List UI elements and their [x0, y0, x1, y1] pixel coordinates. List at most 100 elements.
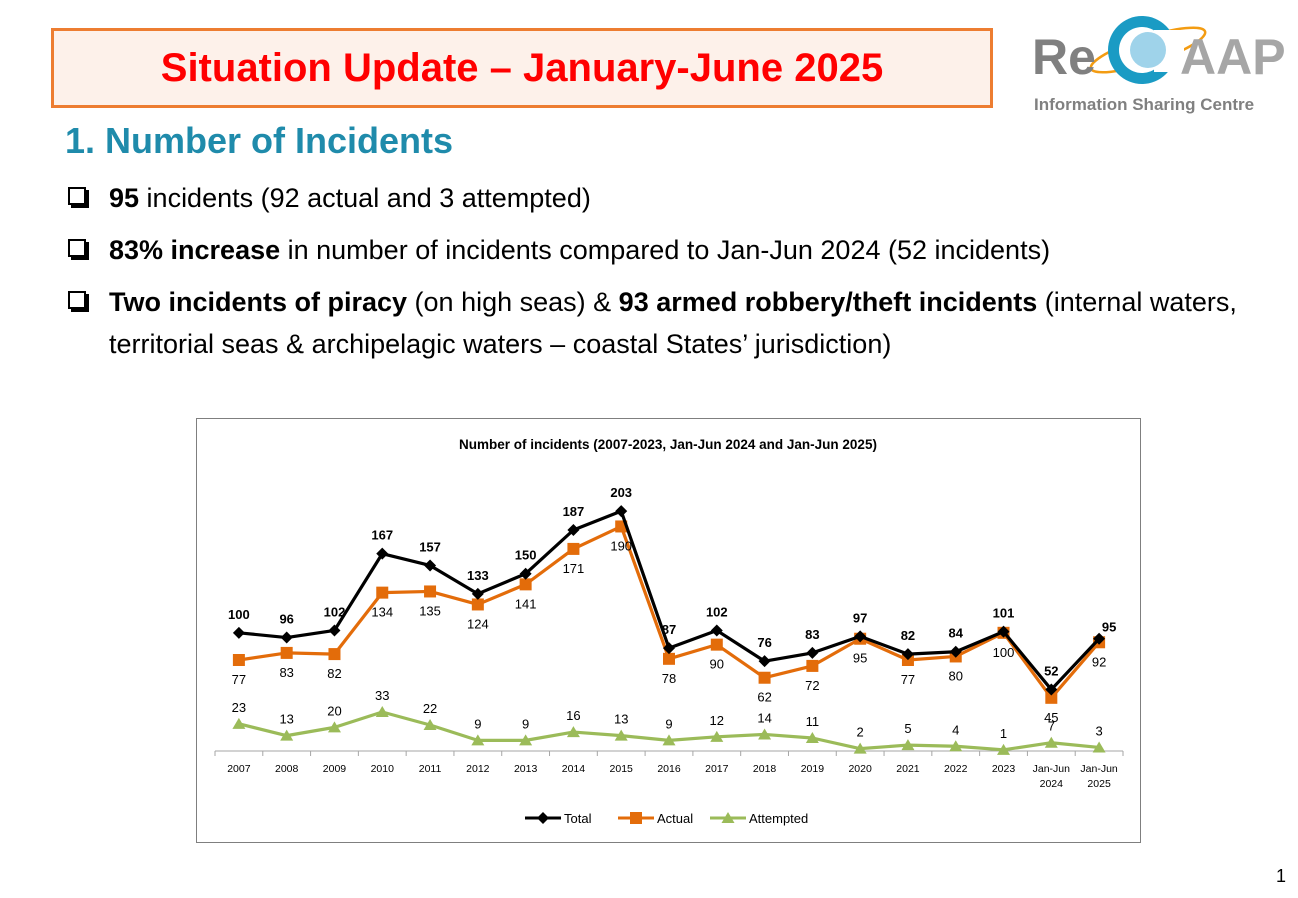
attempted-point [949, 740, 963, 752]
bullet-emphasis: 93 armed robbery/theft incidents [618, 286, 1038, 317]
total-point [519, 567, 532, 580]
total-data-label: 167 [371, 528, 393, 543]
actual-data-label: 82 [327, 666, 341, 681]
attempted-data-label: 5 [904, 721, 911, 736]
actual-data-label: 92 [1092, 654, 1106, 669]
x-tick-label: 2020 [848, 763, 872, 775]
attempted-data-label: 9 [474, 716, 481, 731]
total-point [758, 655, 771, 668]
attempted-data-label: 7 [1048, 719, 1055, 734]
total-point [376, 547, 389, 560]
actual-data-label: 171 [563, 561, 585, 576]
bullet-text: (internal waters, territorial seas & arc… [109, 286, 1237, 359]
attempted-data-label: 11 [806, 714, 820, 729]
actual-point [232, 654, 245, 666]
logo-tagline: Information Sharing Centre [1034, 95, 1254, 114]
attempted-data-label: 9 [665, 716, 672, 731]
attempted-point [471, 734, 485, 746]
section-heading: 1. Number of Incidents [65, 120, 454, 161]
total-data-label: 102 [706, 604, 728, 619]
bullet-emphasis: 83% increase [109, 234, 281, 265]
attempted-data-label: 2 [857, 725, 864, 740]
bullet-item: Two incidents of piracy (on high seas) &… [66, 282, 1266, 366]
attempted-data-label: 14 [757, 710, 771, 725]
attempted-data-label: 23 [232, 700, 246, 715]
attempted-point [614, 729, 628, 741]
total-point [471, 587, 484, 600]
actual-point [328, 648, 341, 661]
attempted-data-label: 33 [375, 688, 389, 703]
attempted-point [805, 732, 819, 743]
bullet-emphasis: Two incidents of piracy [109, 286, 408, 317]
attempted-point [901, 739, 915, 751]
total-data-label: 97 [853, 610, 867, 625]
total-point [424, 559, 437, 572]
x-tick-label: 2023 [992, 763, 1016, 775]
x-tick-label: 2008 [275, 763, 299, 775]
total-point [232, 626, 245, 639]
x-tick-label: 2010 [371, 763, 395, 775]
attempted-data-label: 3 [1095, 723, 1102, 738]
actual-point [1045, 691, 1058, 704]
total-point [567, 524, 580, 536]
attempted-point [375, 706, 389, 717]
bullet-item: 83% increase in number of incidents comp… [66, 230, 1266, 272]
attempted-data-label: 16 [566, 708, 580, 723]
actual-point [280, 646, 293, 659]
actual-data-label: 45 [1044, 710, 1058, 725]
title-box: Situation Update – January-June 2025 [51, 28, 993, 108]
attempted-data-label: 13 [614, 712, 628, 727]
actual-data-label: 134 [371, 605, 393, 620]
actual-data-label: 100 [993, 645, 1015, 660]
actual-data-label: 83 [279, 665, 293, 680]
chart-frame: Number of incidents (2007-2023, Jan-Jun … [196, 418, 1141, 843]
x-tick-label: 2019 [801, 763, 825, 775]
x-tick-label: 2009 [323, 763, 347, 775]
actual-data-label: 77 [901, 672, 915, 687]
actual-point [663, 652, 675, 665]
actual-data-label: 62 [757, 690, 771, 705]
attempted-data-label: 12 [710, 713, 724, 728]
attempted-point [423, 719, 437, 730]
total-point [1093, 632, 1106, 645]
total-data-label: 95 [1102, 620, 1116, 635]
actual-data-label: 80 [949, 668, 963, 683]
attempted-data-label: 9 [522, 716, 529, 731]
attempted-point [519, 734, 533, 746]
attempted-point [280, 729, 294, 741]
total-point [901, 648, 914, 661]
total-data-label: 52 [1044, 664, 1058, 679]
x-tick-label: 2014 [562, 763, 586, 775]
legend-attempted-label: Attempted [749, 811, 808, 826]
bullet-text: in number of incidents compared to Jan-J… [280, 234, 1051, 265]
actual-point [710, 638, 723, 651]
attempted-point [710, 730, 724, 742]
total-data-label: 133 [467, 568, 489, 583]
total-data-label: 82 [901, 628, 915, 643]
actual-data-label: 95 [853, 651, 867, 666]
bullet-text: (on high seas) & [407, 286, 619, 317]
bullet-emphasis: 95 [109, 183, 140, 213]
actual-data-label: 190 [610, 538, 632, 553]
legend-actual-point [630, 812, 642, 824]
total-point [663, 642, 675, 655]
bullet-item: 95 incidents (92 actual and 3 attempted) [66, 178, 1266, 220]
total-data-label: 84 [949, 626, 964, 641]
actual-data-label: 77 [232, 672, 246, 687]
total-data-label: 100 [228, 607, 250, 622]
actual-data-label: 141 [515, 596, 537, 611]
attempted-point [997, 743, 1011, 755]
recaap-logo: Re AAP Information Sharing Centre [1032, 16, 1285, 114]
total-point [328, 624, 341, 637]
total-data-label: 83 [805, 627, 819, 642]
x-tick-label: 2022 [944, 763, 968, 775]
attempted-data-label: 22 [423, 701, 437, 716]
total-data-label: 102 [324, 604, 346, 619]
x-tick-label: 2017 [705, 763, 729, 775]
total-data-label: 87 [662, 622, 676, 637]
actual-data-label: 124 [467, 616, 489, 631]
incidents-line-chart: Number of incidents (2007-2023, Jan-Jun … [214, 437, 1124, 826]
checkbox-bullet-icon [68, 290, 86, 309]
legend-total-point [537, 812, 549, 824]
checkbox-bullet-icon [68, 238, 86, 257]
